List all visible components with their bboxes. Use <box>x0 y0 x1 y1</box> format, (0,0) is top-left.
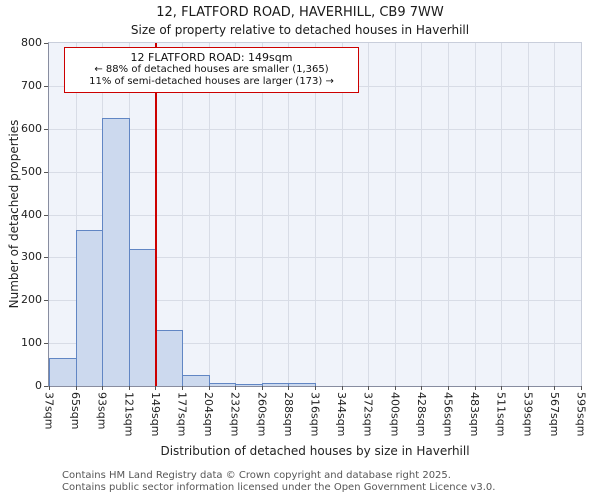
x-tick-label: 456sqm <box>441 392 455 437</box>
x-tick-label: 288sqm <box>281 392 295 437</box>
histogram-bar <box>155 330 183 386</box>
histogram-bar <box>261 383 290 386</box>
chart-subtitle: Size of property relative to detached ho… <box>130 23 470 37</box>
x-tick-label: 595sqm <box>574 392 588 437</box>
x-tick-label: 567sqm <box>547 392 561 437</box>
x-tick-mark <box>474 386 476 390</box>
x-tick-mark <box>527 386 529 390</box>
x-tick-mark <box>421 386 423 390</box>
annotation-larger-line: 11% of semi-detached houses are larger (… <box>89 76 334 87</box>
x-tick-mark <box>261 386 263 390</box>
x-tick-label: 428sqm <box>414 392 428 437</box>
y-tick-mark <box>44 343 48 345</box>
x-tick-label: 93sqm <box>95 392 109 430</box>
x-tick-mark <box>128 386 130 390</box>
y-tick-mark <box>44 300 48 302</box>
x-tick-mark <box>394 386 396 390</box>
x-tick-mark <box>368 386 370 390</box>
v-gridline <box>421 43 423 386</box>
y-tick-label: 300 <box>21 250 42 264</box>
histogram-bar <box>102 118 130 386</box>
property-size-marker-line <box>154 43 157 386</box>
x-tick-label: 511sqm <box>494 392 508 437</box>
x-tick-label: 372sqm <box>361 392 375 437</box>
x-tick-mark <box>102 386 104 390</box>
footer-line-2: Contains public sector information licen… <box>62 481 496 493</box>
x-tick-mark <box>288 386 290 390</box>
x-tick-label: 121sqm <box>122 392 136 437</box>
x-tick-label: 37sqm <box>42 392 56 430</box>
v-gridline <box>235 43 237 386</box>
y-tick-label: 500 <box>21 164 42 178</box>
x-tick-mark <box>581 386 582 390</box>
histogram-bar <box>182 375 210 386</box>
x-tick-mark <box>448 386 449 390</box>
x-tick-label: 177sqm <box>175 392 189 437</box>
x-tick-mark <box>554 386 556 390</box>
v-gridline <box>394 43 396 386</box>
v-gridline <box>208 43 210 386</box>
x-tick-mark <box>75 386 77 390</box>
annotation-property-line: 12 FLATFORD ROAD: 149sqm <box>130 51 293 64</box>
v-gridline <box>368 43 370 386</box>
x-tick-label: 316sqm <box>308 392 322 437</box>
x-tick-label: 400sqm <box>388 392 402 437</box>
property-annotation-box: 12 FLATFORD ROAD: 149sqm ← 88% of detach… <box>64 47 359 93</box>
v-gridline <box>182 43 183 386</box>
y-tick-label: 0 <box>35 379 42 392</box>
y-tick-mark <box>44 43 48 44</box>
chart-title: 12, FLATFORD ROAD, HAVERHILL, CB9 7WW <box>156 5 444 20</box>
x-tick-mark <box>208 386 210 390</box>
y-tick-label: 600 <box>21 121 42 135</box>
histogram-bar <box>288 383 316 386</box>
y-tick-mark <box>44 128 48 130</box>
plot-area: 0 100 200 300 400 500 600 700 800 37sqm 65sqm 93sqm… <box>21 36 588 436</box>
y-tick-mark <box>44 257 48 259</box>
x-tick-label: 149sqm <box>148 392 162 437</box>
v-gridline <box>448 43 449 386</box>
x-tick-label: 483sqm <box>468 392 482 437</box>
y-tick-label: 700 <box>21 78 42 92</box>
histogram-bar <box>75 229 104 386</box>
v-gridline <box>554 43 556 386</box>
x-tick-label: 260sqm <box>255 392 269 437</box>
attribution-footer: Contains HM Land Registry data © Crown c… <box>62 470 590 493</box>
v-gridline <box>341 43 343 386</box>
y-tick-label: 800 <box>21 36 42 49</box>
x-tick-mark <box>182 386 183 390</box>
x-axis-title: Distribution of detached houses by size … <box>160 444 470 458</box>
x-tick-mark <box>155 386 157 390</box>
y-tick-mark <box>44 386 48 387</box>
histogram-bar <box>49 358 77 386</box>
v-gridline <box>288 43 290 386</box>
y-tick-mark <box>44 85 48 87</box>
histogram-bar <box>235 384 263 386</box>
x-tick-label: 539sqm <box>521 392 535 437</box>
x-tick-mark <box>341 386 343 390</box>
x-tick-mark <box>501 386 503 390</box>
x-tick-label: 65sqm <box>69 392 83 430</box>
y-tick-label: 400 <box>21 207 42 221</box>
v-gridline <box>315 43 316 386</box>
v-gridline <box>75 43 77 386</box>
y-tick-mark <box>44 171 48 173</box>
y-tick-mark <box>44 214 48 216</box>
histogram-bar <box>208 382 237 386</box>
v-gridline <box>474 43 476 386</box>
x-tick-mark <box>235 386 237 390</box>
x-tick-mark <box>315 386 316 390</box>
footer-line-1: Contains HM Land Registry data © Crown c… <box>62 470 451 481</box>
annotation-smaller-line: ← 88% of detached houses are smaller (1,… <box>94 64 329 75</box>
v-gridline <box>501 43 503 386</box>
v-gridline <box>261 43 263 386</box>
y-tick-label: 100 <box>21 336 42 350</box>
x-tick-label: 204sqm <box>202 392 216 437</box>
x-tick-mark <box>49 386 50 390</box>
y-tick-label: 200 <box>21 293 42 307</box>
histogram-bar <box>128 248 157 386</box>
x-tick-label: 232sqm <box>228 392 242 437</box>
x-tick-label: 344sqm <box>335 392 349 437</box>
v-gridline <box>527 43 529 386</box>
